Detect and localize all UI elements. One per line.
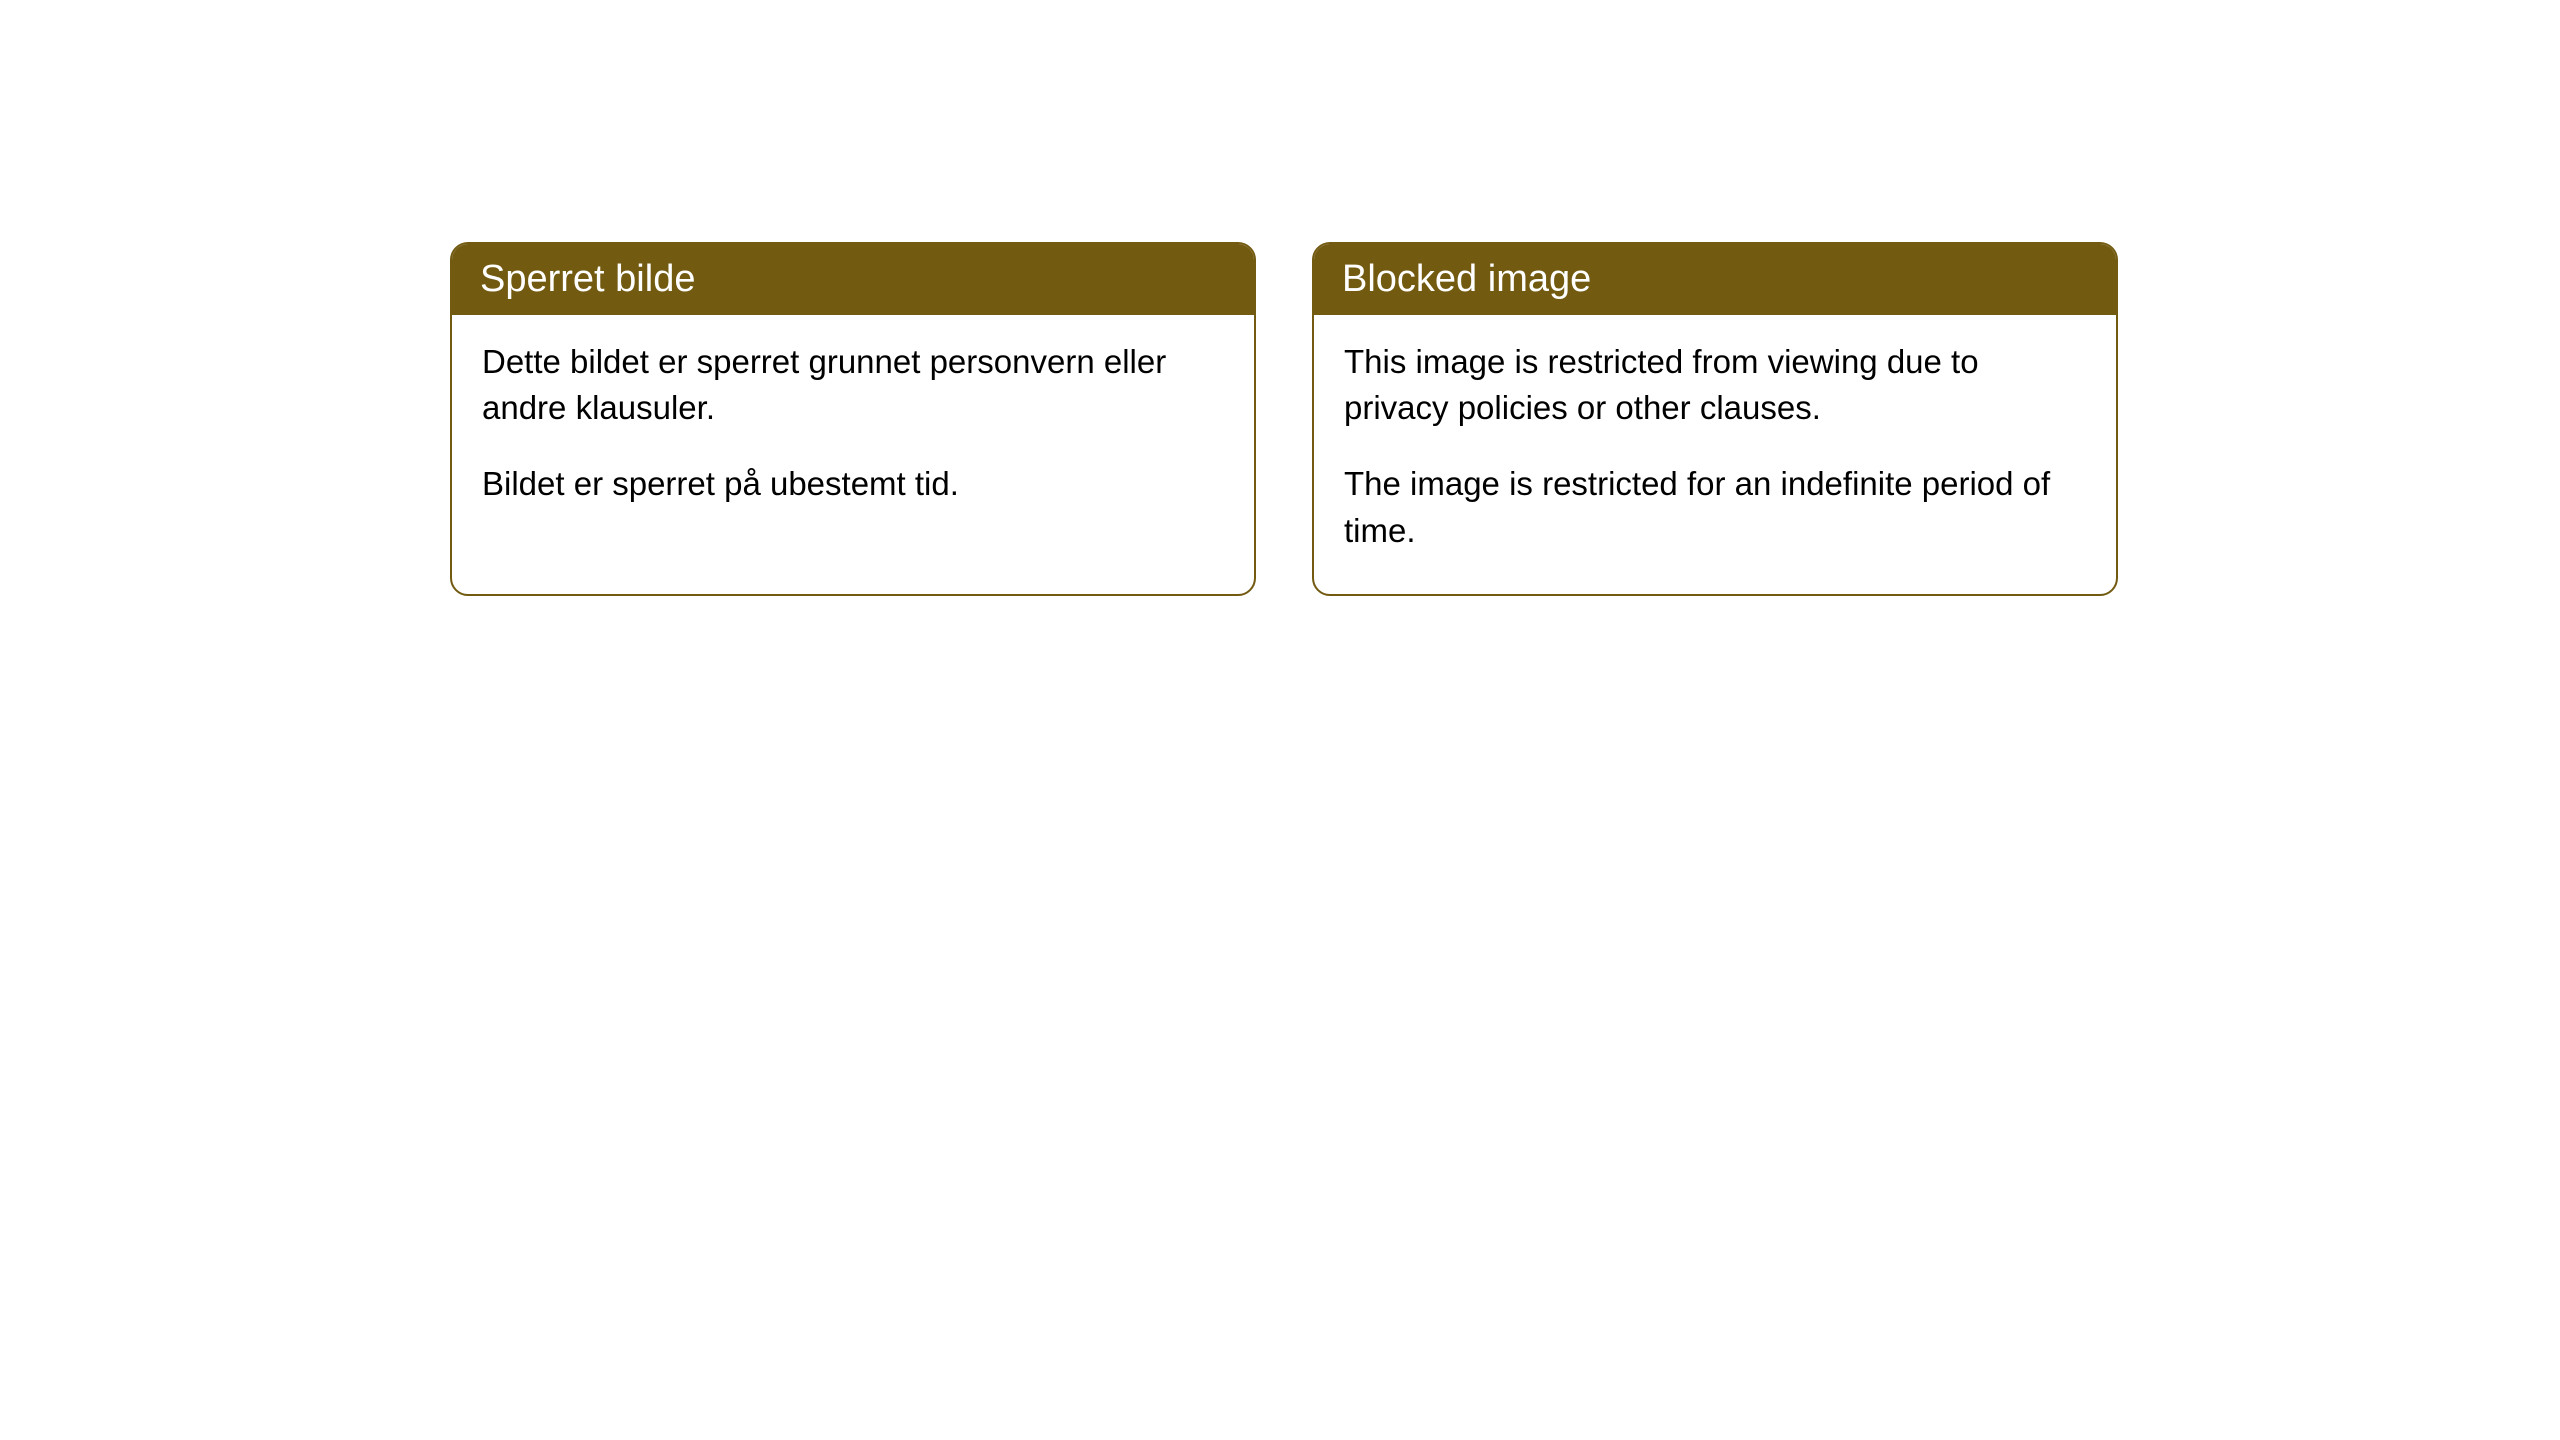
notice-card-norwegian: Sperret bilde Dette bildet er sperret gr… [450,242,1256,596]
notice-text-1-english: This image is restricted from viewing du… [1344,339,2086,431]
notice-header-norwegian: Sperret bilde [452,244,1254,315]
notice-text-1-norwegian: Dette bildet er sperret grunnet personve… [482,339,1224,431]
notice-text-2-english: The image is restricted for an indefinit… [1344,461,2086,553]
notice-container: Sperret bilde Dette bildet er sperret gr… [0,0,2560,596]
notice-text-2-norwegian: Bildet er sperret på ubestemt tid. [482,461,1224,507]
notice-body-norwegian: Dette bildet er sperret grunnet personve… [452,315,1254,548]
notice-header-english: Blocked image [1314,244,2116,315]
notice-body-english: This image is restricted from viewing du… [1314,315,2116,594]
notice-card-english: Blocked image This image is restricted f… [1312,242,2118,596]
